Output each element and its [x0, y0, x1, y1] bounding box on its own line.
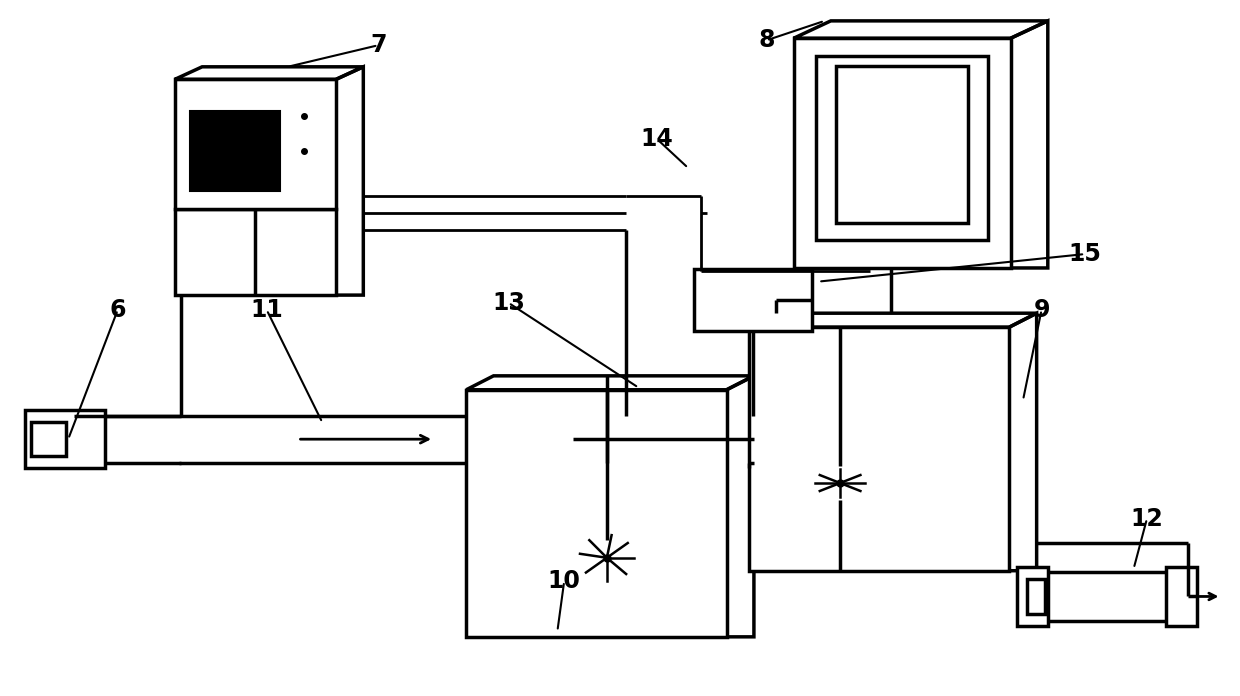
Bar [573, 418, 595, 461]
Bar [794, 38, 1011, 268]
Text: 15: 15 [1069, 242, 1101, 266]
Bar [1027, 579, 1045, 614]
Text: 11: 11 [250, 298, 283, 322]
Text: 6: 6 [109, 298, 126, 322]
Bar [1039, 572, 1174, 621]
Text: 12: 12 [1131, 507, 1163, 530]
Bar [1166, 567, 1197, 626]
Bar [175, 209, 336, 295]
Bar [93, 416, 580, 463]
Text: 8: 8 [758, 29, 775, 52]
Bar [466, 390, 727, 637]
Bar [31, 422, 66, 456]
Bar [816, 56, 988, 240]
Text: 14: 14 [641, 127, 673, 151]
Bar [749, 327, 1009, 571]
Text: 7: 7 [370, 33, 387, 57]
Text: 10: 10 [548, 569, 580, 593]
Bar [836, 66, 968, 223]
Text: 9: 9 [1033, 298, 1050, 322]
Text: 13: 13 [492, 291, 525, 315]
Bar [694, 269, 812, 331]
Bar [175, 79, 336, 209]
Bar [1017, 567, 1048, 626]
Bar [25, 410, 105, 468]
Bar [190, 111, 280, 191]
